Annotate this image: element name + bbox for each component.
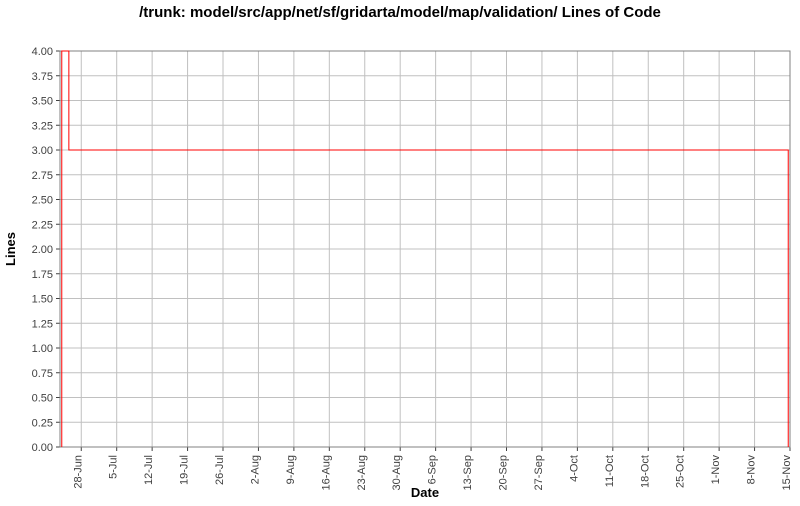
x-tick-label: 16-Aug (320, 455, 332, 490)
x-tick-label: 28-Jun (72, 455, 84, 489)
x-tick-label: 27-Sep (533, 455, 545, 490)
x-tick-label: 18-Oct (639, 455, 651, 488)
x-tick-label: 2-Aug (249, 455, 261, 484)
x-tick-label: 30-Aug (391, 455, 403, 490)
y-tick-label: 2.00 (32, 244, 53, 256)
x-tick-label: 1-Nov (710, 455, 722, 485)
lines-of-code-chart: 0.00 0.25 0.50 0.75 1.00 1.25 1.50 1.75 2.00 2.25… (0, 21, 800, 501)
y-tick-label: 2.50 (32, 195, 53, 207)
x-tick-label: 23-Aug (356, 455, 368, 490)
x-tick-label: 11-Oct (604, 455, 616, 487)
y-axis-label: Lines (3, 232, 18, 266)
y-tick-label: 3.25 (32, 120, 53, 132)
y-tick-label: 1.00 (32, 343, 53, 355)
x-tick-label: 26-Jul (214, 455, 226, 485)
x-tick-label: 8-Nov (746, 455, 758, 485)
chart-title: /trunk: model/src/app/net/sf/gridarta/mo… (0, 0, 800, 21)
y-tick-label: 1.75 (32, 269, 53, 281)
x-tick-label: 20-Sep (498, 455, 510, 490)
y-tick-label: 0.75 (32, 368, 53, 380)
x-tick-label: 25-Oct (675, 455, 687, 488)
x-tick-label: 12-Jul (143, 455, 155, 485)
y-tick-label: 1.50 (32, 294, 53, 306)
x-tick-label: 9-Aug (285, 455, 297, 484)
x-tick-label: 5-Jul (108, 455, 120, 479)
y-tick-label: 2.25 (32, 219, 53, 231)
x-axis-label: Date (411, 485, 439, 500)
x-tick-label: 4-Oct (568, 455, 580, 482)
x-tick-label: 6-Sep (427, 455, 439, 484)
y-tick-label: 0.25 (32, 417, 53, 429)
y-tick-label: 1.25 (32, 318, 53, 330)
x-tick-label: 15-Nov (781, 455, 793, 491)
x-tick-label: 19-Jul (179, 455, 191, 485)
y-tick-label: 3.75 (32, 71, 53, 83)
y-tick-label: 0.00 (32, 442, 53, 454)
y-tick-label: 3.00 (32, 145, 53, 157)
y-tick-label: 4.00 (32, 46, 53, 58)
x-tick-label: 13-Sep (462, 455, 474, 490)
y-tick-label: 0.50 (32, 393, 53, 405)
y-tick-label: 3.50 (32, 96, 53, 108)
y-tick-label: 2.75 (32, 170, 53, 182)
